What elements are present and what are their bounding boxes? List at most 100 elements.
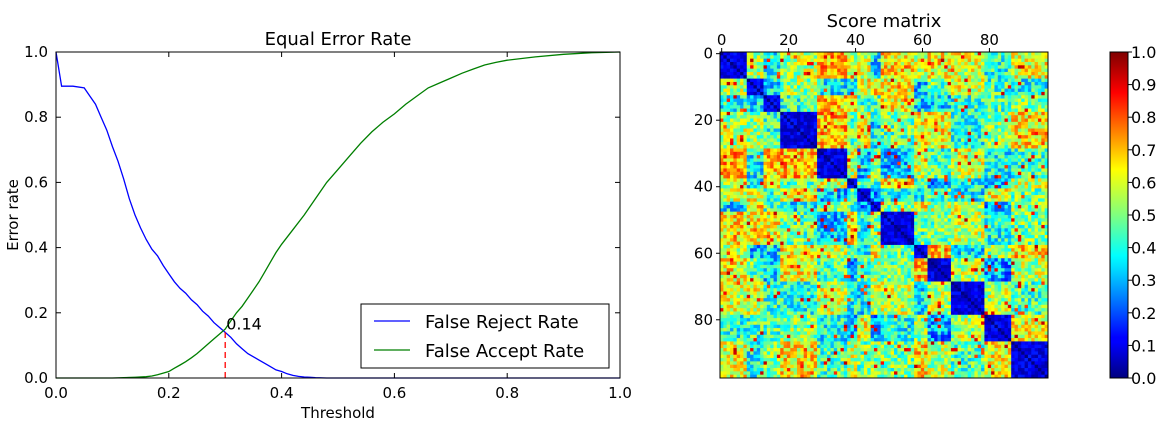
heatmap-cell <box>974 168 979 173</box>
heatmap-cell <box>857 168 861 173</box>
heatmap-cell <box>937 141 942 146</box>
heatmap-cell <box>937 205 942 209</box>
heatmap-cell <box>894 88 898 93</box>
heatmap-cell <box>773 198 778 203</box>
heatmap-cell <box>1044 201 1049 206</box>
heatmap-cell <box>843 201 848 206</box>
heatmap-cell <box>897 118 902 123</box>
heatmap-cell <box>750 175 754 179</box>
heatmap-cell <box>1014 55 1019 60</box>
heatmap-cell <box>726 185 731 189</box>
heatmap-cell <box>867 125 871 129</box>
heatmap-cell <box>897 135 902 139</box>
heatmap-cell <box>950 115 955 119</box>
heatmap-cell <box>740 75 744 79</box>
heatmap-cell <box>887 55 892 60</box>
heatmap-cell <box>810 98 815 103</box>
heatmap-cell <box>1044 75 1049 79</box>
heatmap-cell <box>920 168 925 173</box>
heatmap-cell <box>887 181 892 186</box>
heatmap-cell <box>974 71 979 76</box>
heatmap-cell <box>830 178 835 183</box>
heatmap-cell <box>894 168 898 173</box>
heatmap-cell <box>843 168 848 173</box>
heatmap-cell <box>934 88 938 93</box>
heatmap-cell <box>927 158 932 163</box>
heatmap-cell <box>877 145 882 149</box>
heatmap-cell <box>760 85 764 89</box>
heatmap-cell <box>837 118 841 123</box>
heatmap-cell <box>1007 52 1012 56</box>
heatmap-cell <box>790 135 794 139</box>
heatmap-cell <box>796 148 801 153</box>
heatmap-cell <box>984 75 989 79</box>
heatmap-cell <box>763 198 768 203</box>
heatmap-cell <box>837 135 841 139</box>
heatmap-cell <box>743 188 748 193</box>
heatmap-cell <box>917 201 922 206</box>
heatmap-cell <box>790 165 794 169</box>
heatmap-cell <box>807 195 811 199</box>
heatmap-cell <box>914 208 918 213</box>
heatmap-cell <box>994 195 999 199</box>
series-line-false-reject-rate <box>55 51 620 379</box>
heatmap-cell <box>937 61 942 66</box>
heatmap-cell <box>940 118 945 123</box>
heatmap-cell <box>793 185 798 189</box>
heatmap-cell <box>880 201 885 206</box>
heatmap-cell <box>944 155 948 159</box>
heatmap-cell <box>987 215 992 219</box>
heatmap-cell <box>726 211 731 216</box>
heatmap-cell <box>803 168 808 173</box>
heatmap-cell <box>960 75 965 79</box>
heatmap-cell <box>934 118 938 123</box>
heatmap-cell <box>1027 58 1032 63</box>
heatmap-cell <box>960 91 965 96</box>
heatmap-cell <box>820 155 825 159</box>
heatmap-cell <box>837 111 841 116</box>
heatmap-cell <box>763 78 768 83</box>
heatmap-cell <box>1004 151 1009 156</box>
heatmap-cell <box>796 108 801 113</box>
heatmap-cell <box>850 128 855 133</box>
heatmap-cell <box>967 101 972 106</box>
heatmap-cell <box>720 131 724 136</box>
heatmap-cell <box>873 131 878 136</box>
heatmap-cell <box>807 165 811 169</box>
heatmap-cell <box>897 61 902 66</box>
heatmap-cell <box>750 158 754 163</box>
heatmap-cell <box>1044 78 1049 83</box>
heatmap-cell <box>786 131 791 136</box>
heatmap-cell <box>1044 85 1049 89</box>
heatmap-cell <box>770 61 774 66</box>
heatmap-cell <box>733 108 738 113</box>
heatmap-cell <box>853 58 858 63</box>
heatmap-cell <box>944 175 948 179</box>
heatmap-cell <box>894 145 898 149</box>
heatmap-cell <box>997 125 1002 129</box>
heatmap-cell <box>937 138 942 143</box>
heatmap-cell <box>720 191 724 196</box>
heatmap-cell <box>740 195 744 199</box>
heatmap-cell <box>807 101 811 106</box>
heatmap-cell <box>880 81 885 86</box>
heatmap-cell <box>763 108 768 113</box>
heatmap-cell <box>803 71 808 76</box>
heatmap-cell <box>786 208 791 213</box>
heatmap-cell <box>991 188 995 193</box>
heatmap-cell <box>766 145 771 149</box>
heatmap-cell <box>786 71 791 76</box>
heatmap-cell <box>897 208 902 213</box>
heatmap-cell <box>817 118 821 123</box>
heatmap-cell <box>773 151 778 156</box>
heatmap-cell <box>756 208 761 213</box>
heatmap-cell <box>723 138 728 143</box>
heatmap-cell <box>843 128 848 133</box>
heatmap-cell <box>723 135 728 139</box>
heatmap-cell <box>723 218 728 223</box>
heatmap-cell <box>773 215 778 219</box>
heatmap-cell <box>877 211 882 216</box>
heatmap-cell <box>890 118 895 123</box>
heatmap-cell <box>997 168 1002 173</box>
heatmap-cell <box>991 128 995 133</box>
